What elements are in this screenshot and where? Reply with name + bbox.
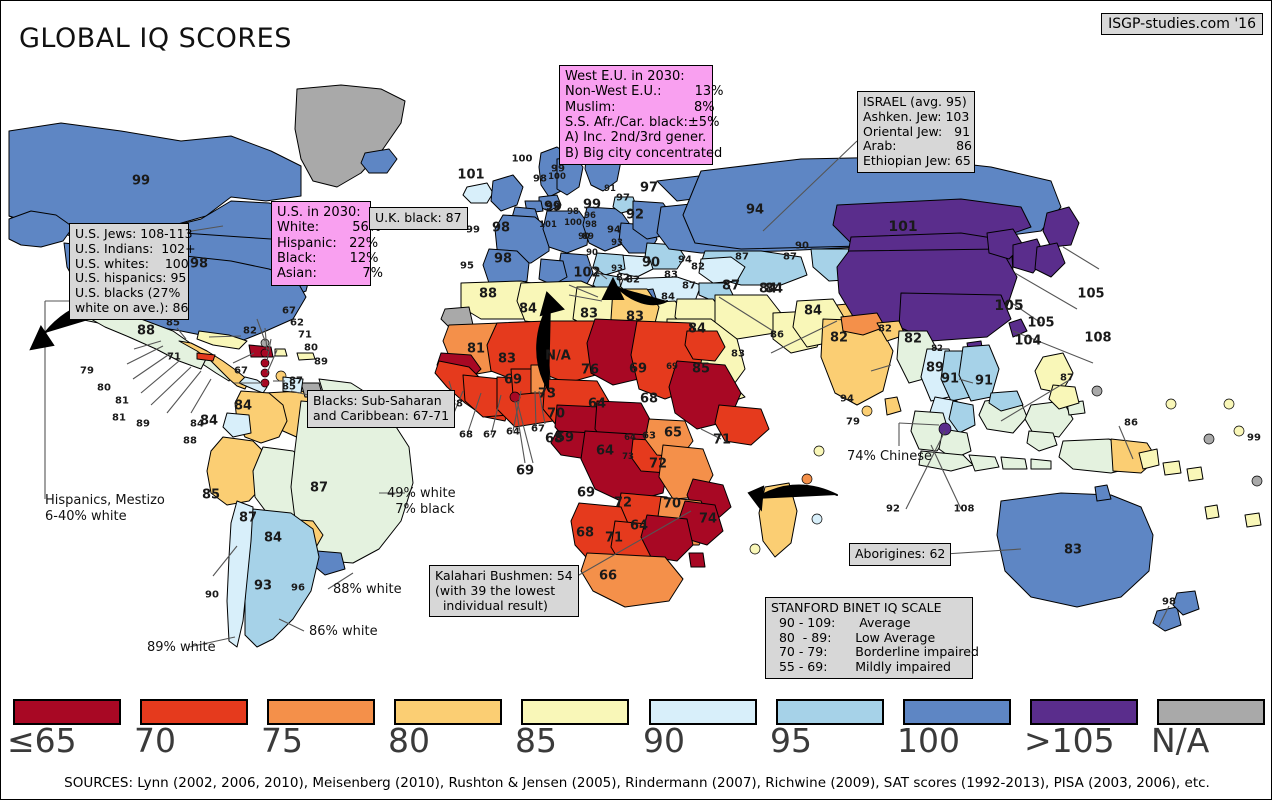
note-uk-black: U.K. black: 87 bbox=[369, 207, 468, 230]
label-brazil-white-black: 49% white 7% black bbox=[387, 486, 456, 517]
legend-label-3: 80 bbox=[388, 721, 430, 760]
note-west-eu-2030: West E.U. in 2030: Non-West E.U.: 13% Mu… bbox=[559, 65, 724, 165]
world-map: .c{stroke:#000;stroke-width:1;stroke-lin… bbox=[1, 1, 1272, 691]
legend-label-0: ≤65 bbox=[7, 721, 77, 760]
legend-swatch-9 bbox=[1157, 699, 1265, 725]
label-singapore-chinese: 74% Chinese bbox=[847, 449, 932, 464]
legend-item-1: 70 bbox=[128, 691, 255, 775]
legend-item-8: >105 bbox=[1018, 691, 1145, 775]
legend-item-3: 80 bbox=[382, 691, 509, 775]
legend-swatch-3 bbox=[394, 699, 502, 725]
legend-swatch-4 bbox=[521, 699, 629, 725]
legend-item-7: 100 bbox=[891, 691, 1018, 775]
world-map-svg: .c{stroke:#000;stroke-width:1;stroke-lin… bbox=[8, 84, 1263, 648]
legend-item-4: 85 bbox=[509, 691, 636, 775]
label-hispanics-mestizo: Hispanics, Mestizo 6-40% white bbox=[45, 493, 165, 524]
note-blacks-subsaharan: Blacks: Sub-Saharan and Caribbean: 67-71 bbox=[307, 390, 456, 428]
page-title: GLOBAL IQ SCORES bbox=[19, 23, 292, 54]
note-aborigines: Aborigines: 62 bbox=[849, 543, 952, 566]
legend-label-8: >105 bbox=[1024, 721, 1115, 760]
label-chile-white: 89% white bbox=[147, 640, 216, 655]
legend-label-9: N/A bbox=[1151, 721, 1210, 760]
label-uruguay-white: 88% white bbox=[333, 582, 402, 597]
note-kalahari: Kalahari Bushmen: 54 (with 39 the lowest… bbox=[429, 565, 579, 618]
legend-item-0: ≤65 bbox=[1, 691, 128, 775]
legend-swatch-8 bbox=[1030, 699, 1138, 725]
legend-item-6: 95 bbox=[764, 691, 891, 775]
legend-swatch-1 bbox=[140, 699, 248, 725]
legend-swatch-6 bbox=[776, 699, 884, 725]
legend-item-2: 75 bbox=[255, 691, 382, 775]
watermark-badge: ISGP-studies.com '16 bbox=[1101, 13, 1263, 35]
iq-color-legend: ≤65 70 75 80 85 90 95 100 >105 N/A bbox=[1, 691, 1272, 775]
legend-item-5: 90 bbox=[637, 691, 764, 775]
legend-swatch-2 bbox=[267, 699, 375, 725]
label-argentina-white: 86% white bbox=[309, 624, 378, 639]
legend-label-7: 100 bbox=[897, 721, 960, 760]
sources-line: SOURCES: Lynn (2002, 2006, 2010), Meisen… bbox=[64, 775, 1210, 791]
legend-swatch-0 bbox=[13, 699, 121, 725]
note-stanford-binet: STANFORD BINET IQ SCALE 90 - 109: Averag… bbox=[765, 597, 979, 679]
legend-label-2: 75 bbox=[261, 721, 303, 760]
legend-label-6: 95 bbox=[770, 721, 812, 760]
legend-swatch-5 bbox=[649, 699, 757, 725]
legend-label-5: 90 bbox=[643, 721, 685, 760]
legend-label-4: 85 bbox=[515, 721, 557, 760]
note-us-groups: U.S. Jews: 108-113 U.S. Indians: 102+ U.… bbox=[69, 223, 196, 320]
legend-item-9: N/A bbox=[1145, 691, 1272, 775]
legend-swatch-7 bbox=[903, 699, 1011, 725]
note-israel: ISRAEL (avg. 95) Ashken. Jew: 103 Orient… bbox=[857, 91, 975, 173]
legend-label-1: 70 bbox=[134, 721, 176, 760]
note-us-2030: U.S. in 2030: White: 56% Hispanic: 22% B… bbox=[271, 201, 383, 286]
